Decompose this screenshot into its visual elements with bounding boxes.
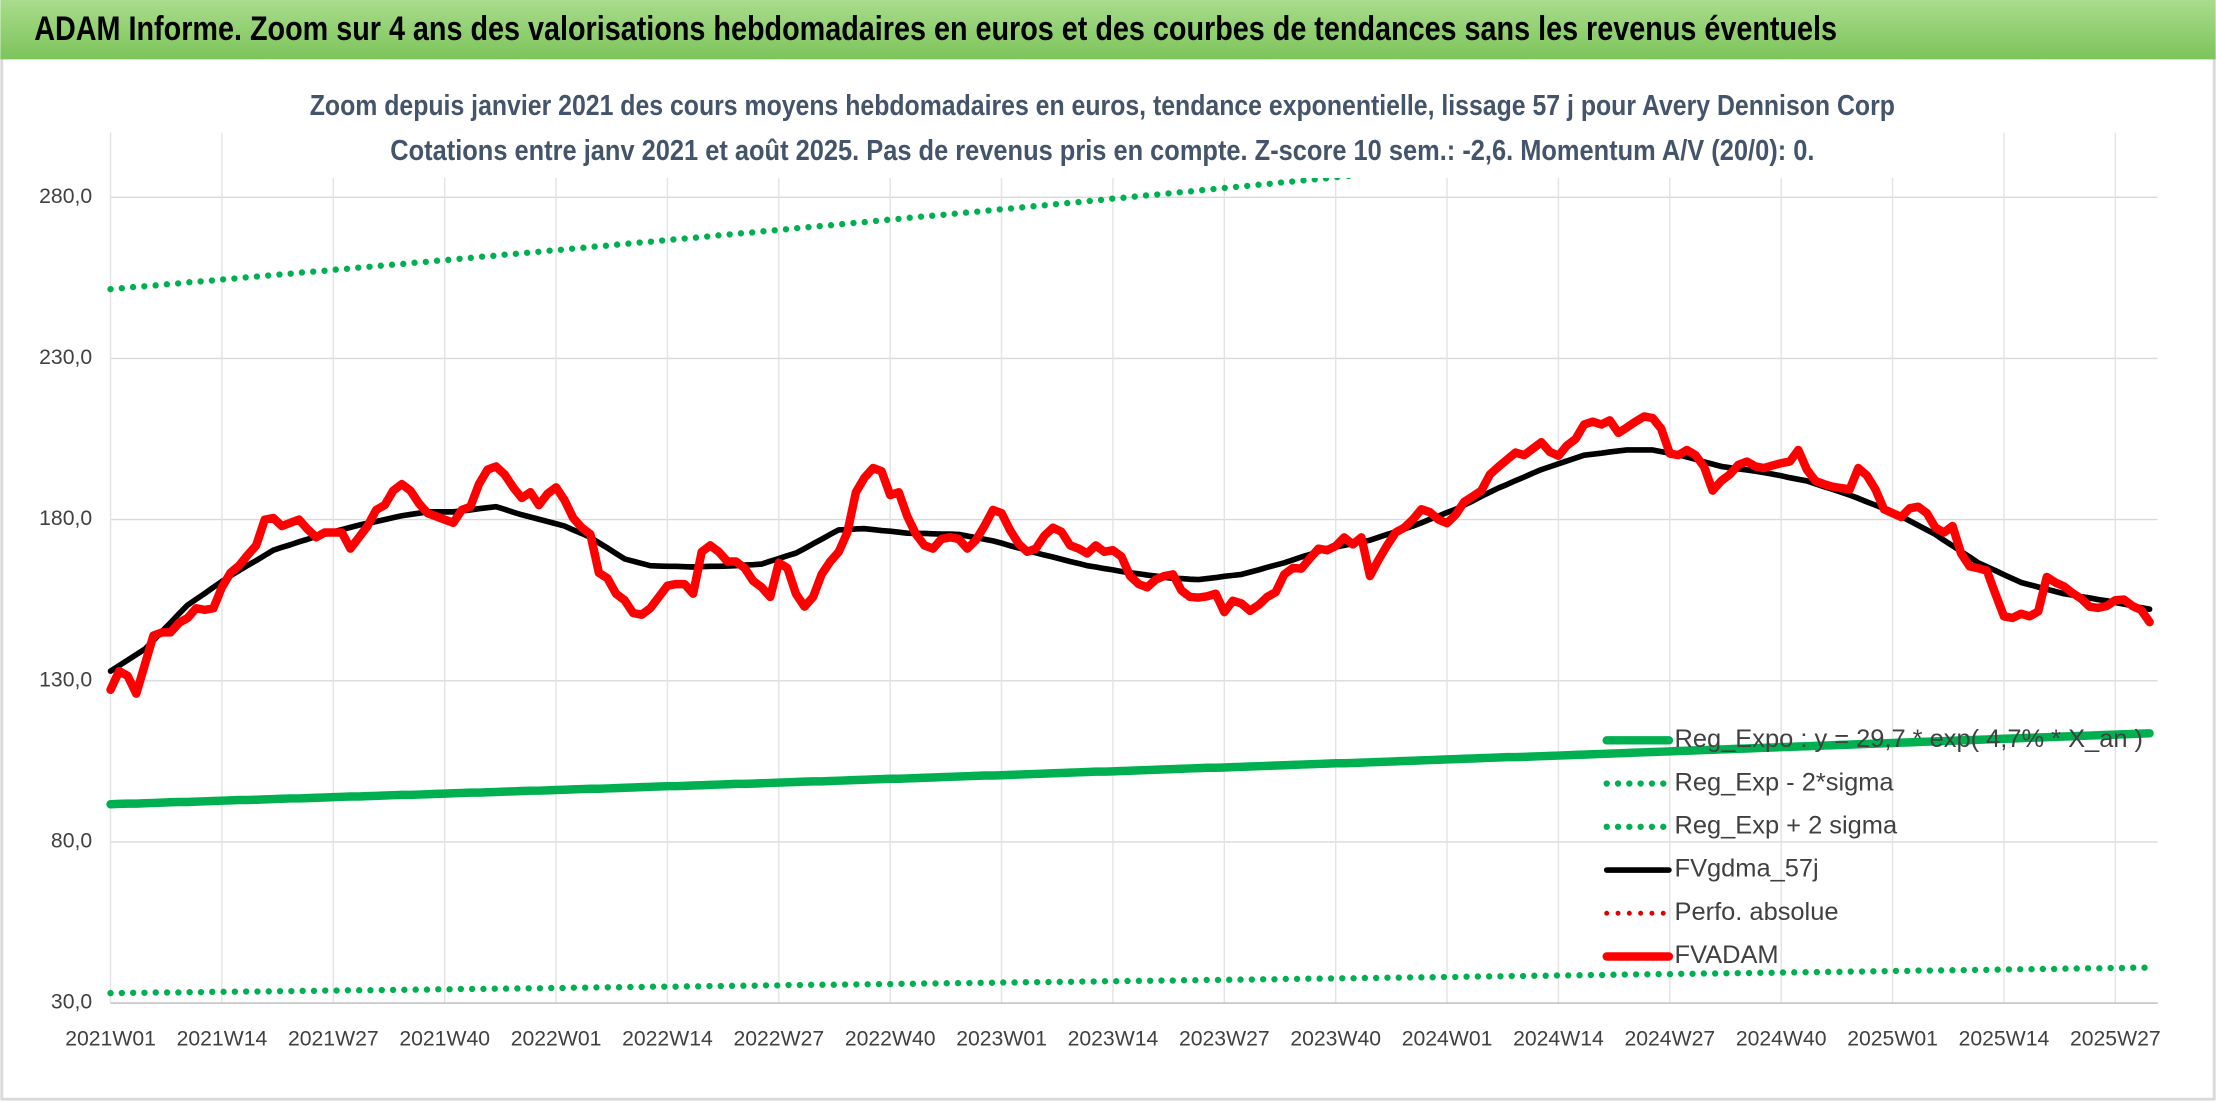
title-background bbox=[299, 81, 1904, 179]
series-line bbox=[107, 964, 2153, 997]
legend-label: Perfo. absolue bbox=[1675, 898, 1839, 926]
x-tick-label: 2022W27 bbox=[733, 1027, 824, 1050]
y-tick-label: 80,0 bbox=[51, 830, 92, 853]
y-tick-label: 180,0 bbox=[39, 507, 92, 530]
x-tick-label: 2025W14 bbox=[1959, 1027, 2050, 1050]
x-tick-label: 2025W27 bbox=[2070, 1027, 2161, 1050]
x-tick-label: 2021W01 bbox=[65, 1027, 156, 1050]
y-tick-label: 30,0 bbox=[51, 991, 92, 1014]
x-tick-label: 2021W14 bbox=[177, 1027, 268, 1050]
series-line bbox=[106, 729, 2154, 809]
x-tick-label: 2022W40 bbox=[845, 1027, 936, 1050]
legend: Reg_Expo : y = 29,7 * exp( 4,7% * X_an )… bbox=[1602, 725, 2143, 969]
header-title: ADAM Informe. Zoom sur 4 ans des valoris… bbox=[34, 10, 1837, 48]
x-tick-label: 2023W14 bbox=[1068, 1027, 1159, 1050]
x-tick-label: 2023W01 bbox=[956, 1027, 1047, 1050]
x-tick-label: 2024W27 bbox=[1624, 1027, 1715, 1050]
x-tick-label: 2022W14 bbox=[622, 1027, 713, 1050]
y-tick-label: 230,0 bbox=[39, 346, 92, 369]
chart-title: Zoom depuis janvier 2021 des cours moyen… bbox=[310, 89, 1895, 121]
x-tick-label: 2021W27 bbox=[288, 1027, 379, 1050]
header-bar bbox=[0, 0, 2216, 60]
x-tick-label: 2024W01 bbox=[1402, 1027, 1493, 1050]
x-tick-label: 2025W01 bbox=[1847, 1027, 1938, 1050]
legend-label: Reg_Exp + 2 sigma bbox=[1675, 812, 1898, 840]
x-tick-label: 2023W40 bbox=[1290, 1027, 1381, 1050]
x-tick-label: 2021W40 bbox=[399, 1027, 490, 1050]
axes: 30,0 80,0 130,0 180,0 230,0 280,0 2021W01 2021W… bbox=[39, 185, 2161, 1051]
legend-label: Reg_Exp - 2*sigma bbox=[1675, 768, 1895, 796]
legend-label: FVADAM bbox=[1675, 941, 1779, 969]
x-tick-label: 2024W40 bbox=[1736, 1027, 1827, 1050]
legend-label: FVgdma_57j bbox=[1675, 855, 1819, 883]
x-tick-label: 2024W14 bbox=[1513, 1027, 1604, 1050]
series-line bbox=[106, 412, 2154, 698]
y-tick-label: 130,0 bbox=[39, 668, 92, 691]
chart-subtitle: Cotations entre janv 2021 et août 2025. … bbox=[390, 134, 1814, 166]
x-tick-label: 2022W01 bbox=[511, 1027, 602, 1050]
y-tick-label: 280,0 bbox=[39, 185, 92, 208]
legend-label: Reg_Expo : y = 29,7 * exp( 4,7% * X_an ) bbox=[1675, 725, 2143, 753]
x-tick-label: 2023W27 bbox=[1179, 1027, 1270, 1050]
